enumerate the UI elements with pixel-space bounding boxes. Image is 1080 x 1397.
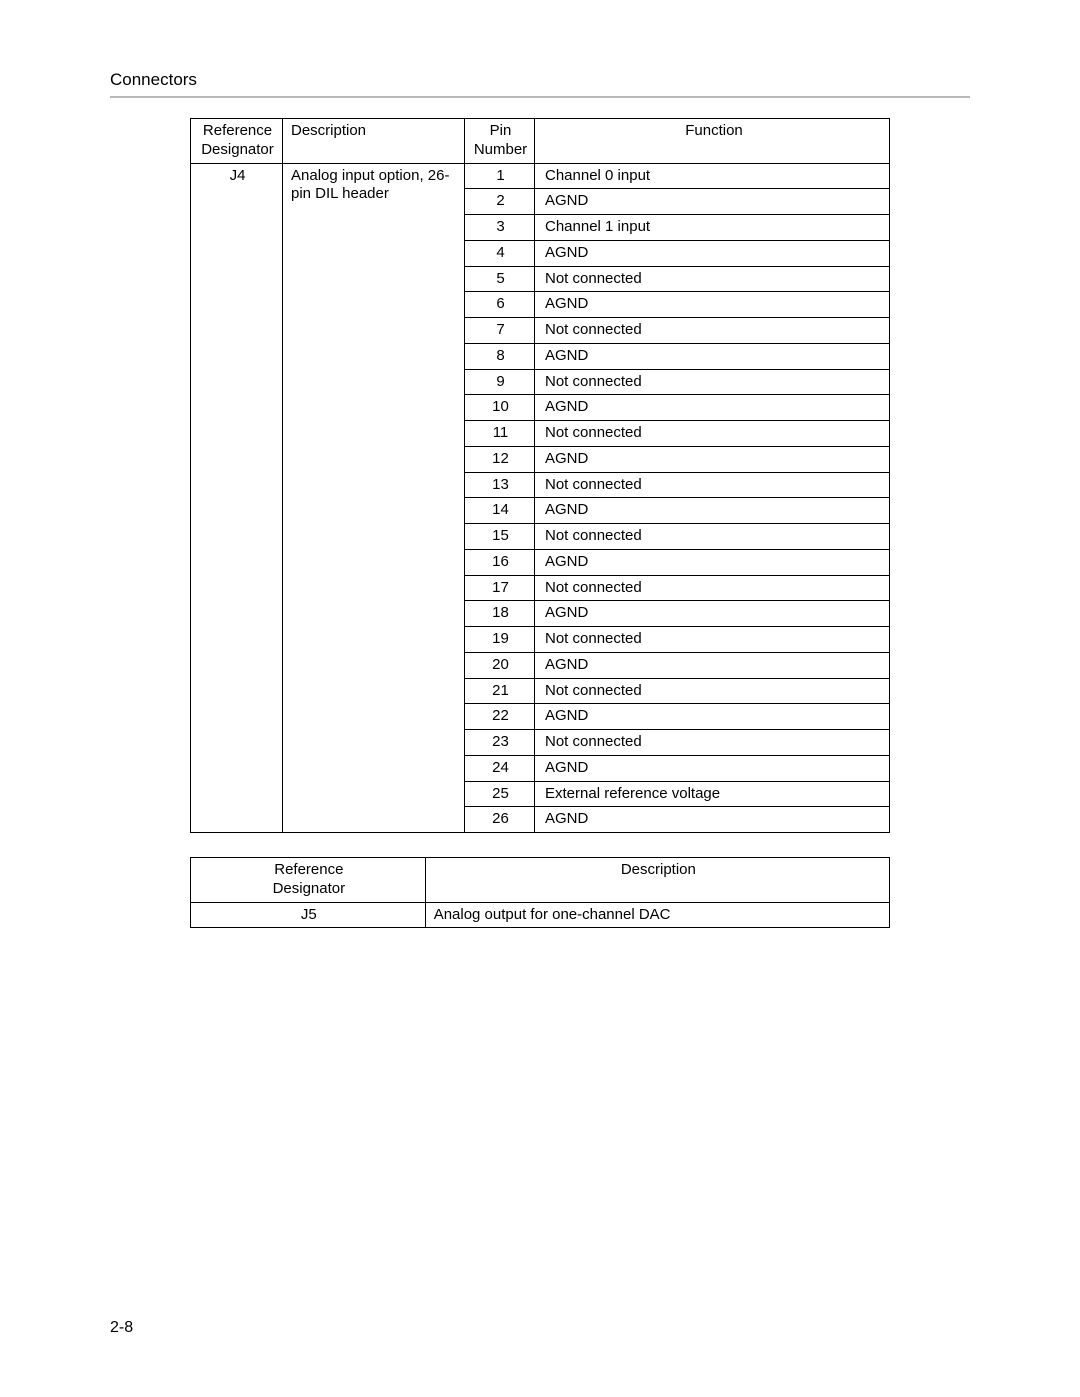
pin-number: 18 bbox=[465, 601, 535, 627]
pin-number: 25 bbox=[465, 781, 535, 807]
pin-number: 24 bbox=[465, 755, 535, 781]
connector-description: Analog input option, 26-pin DIL header bbox=[283, 163, 465, 833]
pin-function: Not connected bbox=[535, 524, 890, 550]
pin-number: 20 bbox=[465, 652, 535, 678]
pin-function: AGND bbox=[535, 446, 890, 472]
pin-function: AGND bbox=[535, 395, 890, 421]
pin-number: 15 bbox=[465, 524, 535, 550]
pin-function: AGND bbox=[535, 240, 890, 266]
pin-number: 21 bbox=[465, 678, 535, 704]
pin-function: AGND bbox=[535, 807, 890, 833]
table-header-row: ReferenceDesignator Description bbox=[191, 858, 890, 903]
pin-number: 22 bbox=[465, 704, 535, 730]
pin-function: AGND bbox=[535, 601, 890, 627]
pin-function: AGND bbox=[535, 549, 890, 575]
pin-function: AGND bbox=[535, 189, 890, 215]
pin-number: 3 bbox=[465, 215, 535, 241]
pin-function: Not connected bbox=[535, 266, 890, 292]
col-header-pin: PinNumber bbox=[465, 119, 535, 164]
pin-function: Not connected bbox=[535, 678, 890, 704]
pin-function: External reference voltage bbox=[535, 781, 890, 807]
col-header-description: Description bbox=[425, 858, 889, 903]
pin-number: 9 bbox=[465, 369, 535, 395]
pin-function: AGND bbox=[535, 343, 890, 369]
pin-function: Not connected bbox=[535, 318, 890, 344]
section-divider bbox=[110, 96, 970, 98]
pin-number: 10 bbox=[465, 395, 535, 421]
table-header-row: ReferenceDesignator Description PinNumbe… bbox=[191, 119, 890, 164]
pin-function: AGND bbox=[535, 292, 890, 318]
pin-function: Not connected bbox=[535, 575, 890, 601]
pin-number: 26 bbox=[465, 807, 535, 833]
connectors-table-j5: ReferenceDesignator Description J5Analog… bbox=[190, 857, 890, 928]
reference-designator: J5 bbox=[191, 902, 426, 928]
pin-function: Channel 1 input bbox=[535, 215, 890, 241]
pin-function: AGND bbox=[535, 755, 890, 781]
col-header-function: Function bbox=[535, 119, 890, 164]
pin-number: 12 bbox=[465, 446, 535, 472]
pin-number: 11 bbox=[465, 421, 535, 447]
reference-designator: J4 bbox=[191, 163, 283, 833]
pin-function: Not connected bbox=[535, 627, 890, 653]
page-number: 2-8 bbox=[110, 1319, 133, 1337]
pin-function: Not connected bbox=[535, 472, 890, 498]
table-row: J5Analog output for one-channel DAC bbox=[191, 902, 890, 928]
pin-number: 6 bbox=[465, 292, 535, 318]
pin-number: 2 bbox=[465, 189, 535, 215]
connector-description: Analog output for one-channel DAC bbox=[425, 902, 889, 928]
pin-function: AGND bbox=[535, 652, 890, 678]
table-row: J4Analog input option, 26-pin DIL header… bbox=[191, 163, 890, 189]
pin-function: Not connected bbox=[535, 730, 890, 756]
pin-number: 1 bbox=[465, 163, 535, 189]
pin-function: AGND bbox=[535, 704, 890, 730]
pin-function: Not connected bbox=[535, 369, 890, 395]
pin-number: 7 bbox=[465, 318, 535, 344]
pin-function: Not connected bbox=[535, 421, 890, 447]
pin-number: 16 bbox=[465, 549, 535, 575]
connectors-table-j4: ReferenceDesignator Description PinNumbe… bbox=[190, 118, 890, 833]
pin-number: 23 bbox=[465, 730, 535, 756]
section-title: Connectors bbox=[110, 70, 970, 90]
col-header-reference: ReferenceDesignator bbox=[191, 119, 283, 164]
pin-number: 4 bbox=[465, 240, 535, 266]
pin-number: 19 bbox=[465, 627, 535, 653]
col-header-reference: ReferenceDesignator bbox=[191, 858, 426, 903]
pin-number: 17 bbox=[465, 575, 535, 601]
col-header-description: Description bbox=[283, 119, 465, 164]
pin-number: 5 bbox=[465, 266, 535, 292]
pin-number: 14 bbox=[465, 498, 535, 524]
pin-number: 13 bbox=[465, 472, 535, 498]
pin-function: AGND bbox=[535, 498, 890, 524]
pin-number: 8 bbox=[465, 343, 535, 369]
pin-function: Channel 0 input bbox=[535, 163, 890, 189]
